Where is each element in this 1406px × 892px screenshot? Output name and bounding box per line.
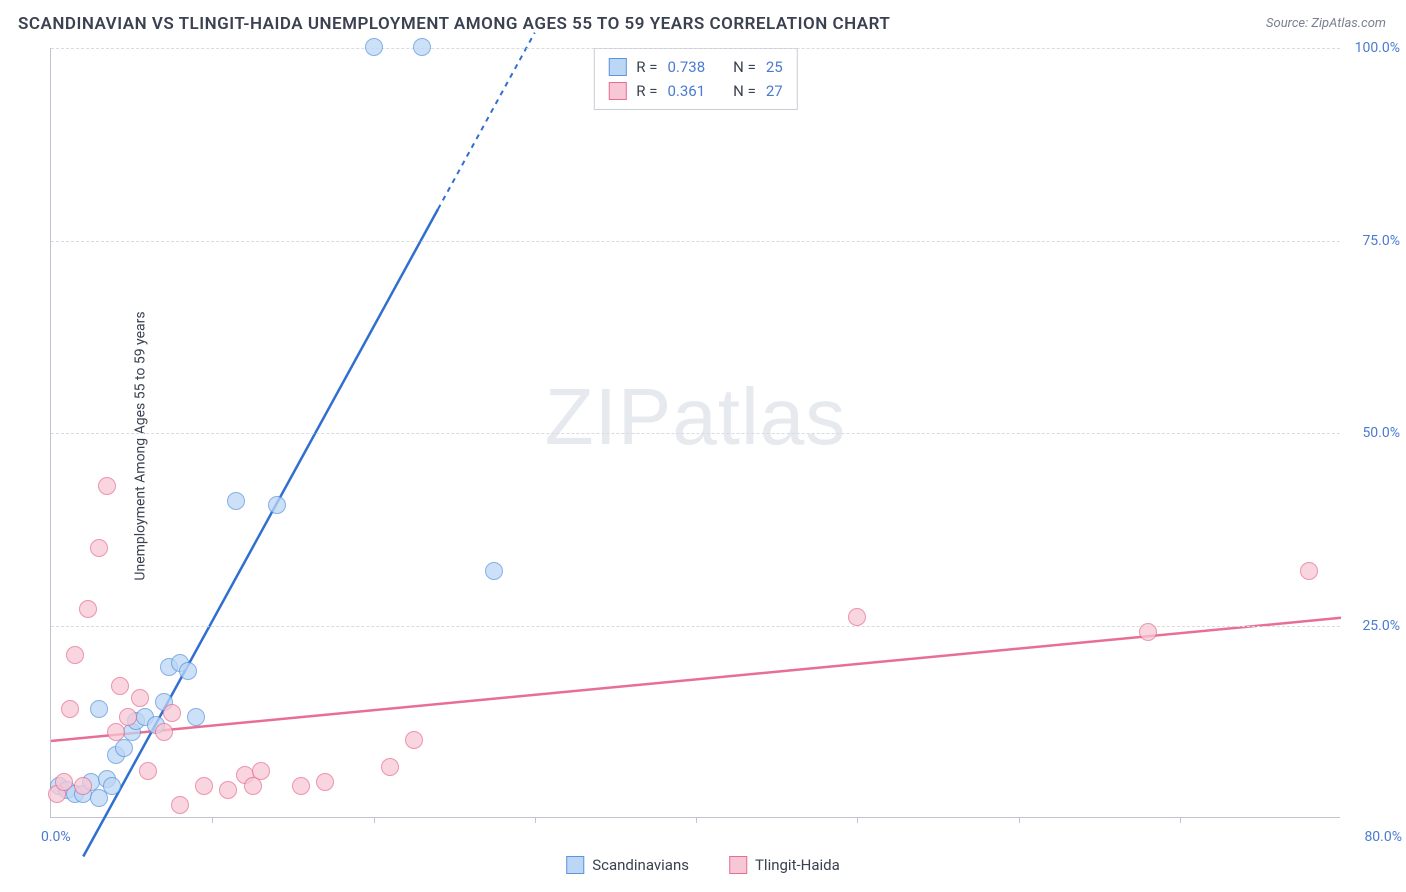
regression-legend-row: R = 0.738 N = 25 (608, 55, 782, 79)
source-label: Source: ZipAtlas.com (1266, 16, 1386, 31)
gridline (51, 241, 1340, 242)
data-point (131, 689, 149, 707)
legend-item: Tlingit-Haida (729, 856, 840, 874)
plot-area: ZIPatlas R =0.738N =25R =0.361N =27 0.0%… (50, 48, 1340, 818)
data-point (98, 477, 116, 495)
data-point (485, 562, 503, 580)
r-value: 0.738 (667, 55, 705, 79)
n-value: 27 (766, 79, 783, 103)
x-tick (374, 817, 375, 823)
n-label: N = (733, 55, 756, 79)
data-point (292, 777, 310, 795)
watermark-bold: ZIP (545, 372, 672, 461)
x-tick (696, 817, 697, 823)
x-tick (1180, 817, 1181, 823)
r-label: R = (636, 55, 657, 79)
r-value: 0.361 (667, 79, 705, 103)
data-point (405, 731, 423, 749)
watermark-thin: atlas (672, 372, 846, 461)
legend-swatch (729, 856, 747, 874)
data-point (79, 600, 97, 618)
data-point (155, 723, 173, 741)
legend-swatch (608, 58, 626, 76)
data-point (66, 646, 84, 664)
data-point (1139, 623, 1157, 641)
data-point (74, 777, 92, 795)
data-point (365, 38, 383, 56)
data-point (179, 662, 197, 680)
n-label: N = (733, 79, 756, 103)
data-point (268, 496, 286, 514)
x-tick (535, 817, 536, 823)
data-point (187, 708, 205, 726)
x-tick (857, 817, 858, 823)
data-point (90, 700, 108, 718)
watermark: ZIPatlas (545, 371, 846, 463)
regression-legend: R = 0.738 N = 25 R = 0.361 N = 27 (593, 48, 797, 110)
series-legend: Scandinavians Tlingit-Haida (566, 856, 840, 874)
x-axis-min-label: 0.0% (41, 829, 71, 845)
data-point (848, 608, 866, 626)
data-point (252, 762, 270, 780)
n-value: 25 (766, 55, 783, 79)
data-point (381, 758, 399, 776)
data-point (195, 777, 213, 795)
data-point (163, 704, 181, 722)
gridline (51, 433, 1340, 434)
y-tick-label: 25.0% (1348, 618, 1400, 634)
gridline (51, 48, 1340, 49)
data-point (171, 796, 189, 814)
data-point (227, 492, 245, 510)
data-point (61, 700, 79, 718)
x-tick (1019, 817, 1020, 823)
data-point (244, 777, 262, 795)
data-point (413, 38, 431, 56)
legend-label: Scandinavians (592, 856, 689, 874)
legend-swatch (566, 856, 584, 874)
chart-title: SCANDINAVIAN VS TLINGIT-HAIDA UNEMPLOYME… (18, 14, 890, 34)
data-point (1300, 562, 1318, 580)
data-point (107, 723, 125, 741)
data-point (103, 777, 121, 795)
data-point (55, 773, 73, 791)
x-tick (212, 817, 213, 823)
data-point (219, 781, 237, 799)
data-point (90, 539, 108, 557)
r-label: R = (636, 79, 657, 103)
y-tick-label: 100.0% (1348, 40, 1400, 56)
data-point (119, 708, 137, 726)
legend-swatch (608, 82, 626, 100)
regression-legend-row: R = 0.361 N = 27 (608, 79, 782, 103)
y-tick-label: 50.0% (1348, 425, 1400, 441)
data-point (139, 762, 157, 780)
data-point (111, 677, 129, 695)
y-tick-label: 75.0% (1348, 233, 1400, 249)
data-point (115, 739, 133, 757)
legend-label: Tlingit-Haida (755, 856, 840, 874)
x-axis-max-label: 80.0% (1364, 829, 1402, 845)
legend-item: Scandinavians (566, 856, 689, 874)
data-point (316, 773, 334, 791)
